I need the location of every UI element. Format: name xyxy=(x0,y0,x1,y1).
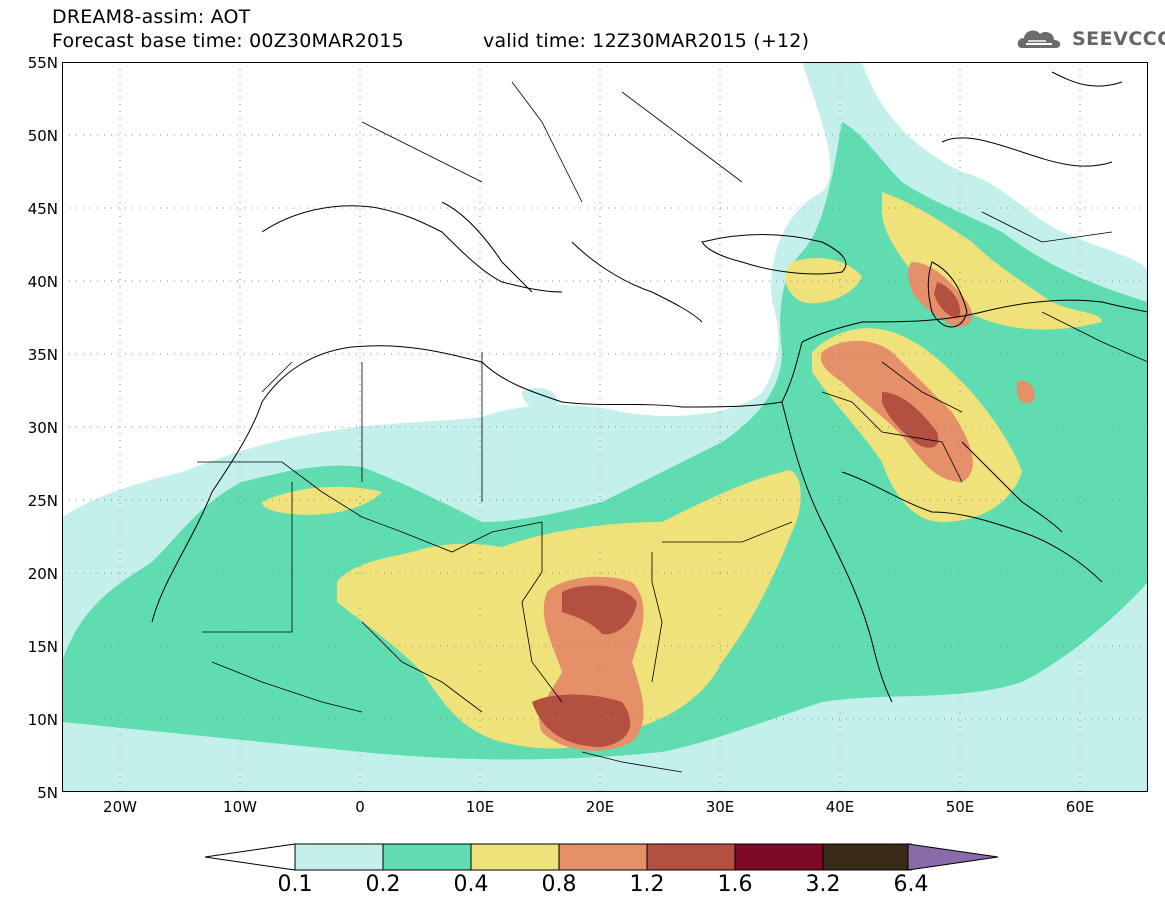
colorbar-cell xyxy=(734,843,824,871)
aot-level-1.2 xyxy=(532,282,961,747)
lon-label: 20W xyxy=(103,798,137,816)
colorbar-label: 0.2 xyxy=(365,872,401,897)
colorbar-cell xyxy=(382,843,472,871)
forecast-base-time: Forecast base time: 00Z30MAR2015 xyxy=(52,30,404,52)
map-title: DREAM8-assim: AOT xyxy=(52,6,251,28)
cloud-logo-icon xyxy=(1017,30,1061,48)
colorbar-cell xyxy=(646,843,736,871)
lat-label: 15N xyxy=(27,638,58,656)
lat-label: 40N xyxy=(27,273,58,291)
colorbar-label: 0.1 xyxy=(277,872,313,897)
colorbar-cell xyxy=(558,843,648,871)
colorbar-label: 1.6 xyxy=(717,872,753,897)
country-borders xyxy=(197,81,1148,773)
lat-label: 45N xyxy=(27,200,58,218)
lon-label: 40E xyxy=(825,798,855,816)
seevccc-logo-text: SEEVCCC xyxy=(1072,28,1165,50)
colorbar-max-arrow xyxy=(907,843,999,871)
lat-label: 20N xyxy=(27,565,58,583)
graticule xyxy=(62,62,1148,792)
valid-time: valid time: 12Z30MAR2015 (+12) xyxy=(483,30,810,52)
lon-label: 10E xyxy=(465,798,495,816)
lon-label: 30E xyxy=(705,798,735,816)
colorbar-cell xyxy=(470,843,560,871)
colorbar-cells xyxy=(294,843,912,871)
lon-label: 10W xyxy=(223,798,257,816)
colorbar-label: 3.2 xyxy=(805,872,841,897)
lon-label: 50E xyxy=(945,798,975,816)
lon-label: 60E xyxy=(1065,798,1095,816)
lat-label: 25N xyxy=(27,492,58,510)
colorbar-label: 0.4 xyxy=(453,872,489,897)
aot-map xyxy=(62,62,1148,792)
colorbar-label: 1.2 xyxy=(629,872,665,897)
colorbar-cell xyxy=(294,843,384,871)
coastlines xyxy=(151,71,1148,703)
lat-label: 50N xyxy=(27,127,58,145)
lon-label: 0 xyxy=(355,798,365,816)
colorbar-label: 6.4 xyxy=(893,872,929,897)
colorbar-cell xyxy=(822,843,912,871)
colorbar xyxy=(205,843,999,871)
lon-label: 20E xyxy=(585,798,615,816)
lat-label: 5N xyxy=(37,784,58,802)
lat-label: 35N xyxy=(27,346,58,364)
colorbar-min-arrow xyxy=(205,843,296,871)
lat-label: 10N xyxy=(27,711,58,729)
aot-map-svg xyxy=(62,62,1148,792)
lat-label: 55N xyxy=(27,54,58,72)
aot-level-0.2 xyxy=(62,122,1148,760)
colorbar-label: 0.8 xyxy=(541,872,577,897)
lat-label: 30N xyxy=(27,419,58,437)
